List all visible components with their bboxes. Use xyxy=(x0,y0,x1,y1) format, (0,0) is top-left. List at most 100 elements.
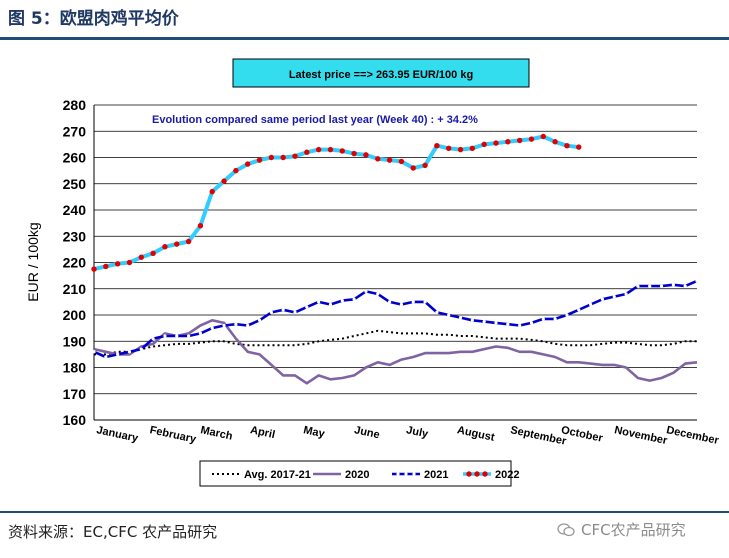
point-2022-w35 xyxy=(493,140,499,146)
point-2021-w15 xyxy=(257,318,262,322)
x-tick-may: May xyxy=(302,424,326,440)
point-2021-w51 xyxy=(683,284,687,288)
x-tick-july: July xyxy=(405,424,430,440)
point-2021-w21 xyxy=(328,302,333,307)
series-lines xyxy=(91,133,699,385)
chart: 160 170 180 190 200 210 220 230 240 250 260 270 280 J… xyxy=(25,58,721,487)
point-2022-w10 xyxy=(197,223,204,229)
y-tick-280: 280 xyxy=(63,97,87,113)
point-2021-w17 xyxy=(281,308,285,312)
y-tick-210: 210 xyxy=(63,281,87,297)
point-2021-w24 xyxy=(364,289,368,293)
x-tick-february: February xyxy=(149,424,198,446)
point-2021-w28 xyxy=(411,300,415,304)
point-2021-w41 xyxy=(565,313,569,317)
x-tick-november: November xyxy=(613,424,669,447)
point-2021-w37 xyxy=(518,323,522,328)
latest-price-label: Latest price ==> 263.95 EUR/100 kg xyxy=(289,69,473,81)
point-2021-w14 xyxy=(246,323,250,328)
tick-labels: 160 170 180 190 200 210 220 230 240 250 260 270 280 J… xyxy=(63,97,721,448)
point-2021-w10 xyxy=(198,331,203,335)
point-2021-w39 xyxy=(541,317,545,321)
point-2021-w33 xyxy=(470,318,474,322)
y-tick-170: 170 xyxy=(63,386,87,402)
point-2021-w18 xyxy=(293,310,297,314)
point-2021-w30 xyxy=(435,310,439,314)
legend-marker-2022-1 xyxy=(474,471,480,477)
point-2021-w20 xyxy=(317,300,321,304)
point-2021-w47 xyxy=(636,284,640,288)
figure-title: 图 5：欧盟肉鸡平均价 xyxy=(8,9,179,29)
point-2021-w1 xyxy=(92,350,96,354)
point-2021-w29 xyxy=(423,300,427,304)
point-2021-w7 xyxy=(163,334,167,338)
point-2022-w8 xyxy=(174,241,180,247)
y-tick-250: 250 xyxy=(63,176,87,192)
point-2022-w21 xyxy=(327,146,334,153)
point-2021-w22 xyxy=(340,298,344,303)
legend-marker-2021-2 xyxy=(412,472,416,476)
point-2021-w31 xyxy=(447,313,451,317)
point-2021-w45 xyxy=(612,295,616,299)
point-2022-w13 xyxy=(233,167,239,174)
point-2022-w26 xyxy=(386,157,393,163)
point-2022-w42 xyxy=(576,144,582,150)
legend-label-2020: 2020 xyxy=(345,469,369,481)
x-tick-august: August xyxy=(456,424,496,444)
x-tick-january: January xyxy=(95,424,140,445)
x-tick-september: September xyxy=(509,424,568,448)
point-2022-w9 xyxy=(185,238,192,245)
point-2022-w16 xyxy=(268,154,275,161)
top-rule xyxy=(0,37,729,40)
series-line-2021 xyxy=(93,279,698,359)
y-tick-220: 220 xyxy=(63,255,87,271)
axes xyxy=(93,105,697,421)
point-2022-w23 xyxy=(351,150,357,157)
point-2022-w11 xyxy=(209,188,215,195)
point-2022-w7 xyxy=(162,244,168,250)
series-line-avg-2017-21 xyxy=(94,329,697,356)
point-2021-w38 xyxy=(529,321,534,325)
x-tick-december: December xyxy=(665,424,720,447)
legend-marker-2021-0 xyxy=(396,472,400,476)
point-2021-w8 xyxy=(175,334,179,338)
y-tick-240: 240 xyxy=(63,202,87,218)
point-2021-w42 xyxy=(577,308,581,312)
point-2021-w23 xyxy=(352,297,356,301)
y-tick-180: 180 xyxy=(63,360,87,376)
point-2022-w24 xyxy=(363,152,369,158)
point-2021-w44 xyxy=(600,297,605,301)
point-2022-w34 xyxy=(481,141,487,148)
point-2022-w37 xyxy=(516,137,523,144)
point-2022-w33 xyxy=(469,145,476,152)
point-2021-w2 xyxy=(104,355,108,359)
point-2021-w52 xyxy=(695,279,699,283)
point-2022-w19 xyxy=(304,149,310,155)
latest-price-box xyxy=(232,58,530,88)
y-tick-190: 190 xyxy=(63,333,87,349)
point-2021-w27 xyxy=(399,302,404,307)
y-tick-260: 260 xyxy=(63,150,87,166)
legend-box xyxy=(199,460,512,487)
point-2021-w9 xyxy=(186,334,191,338)
legend-marker-2021-1 xyxy=(404,472,408,476)
y-axis-label: EUR / 100kg xyxy=(25,222,41,301)
legend-marker-2022-2 xyxy=(482,471,488,477)
point-2021-w13 xyxy=(234,322,238,326)
x-tick-april: April xyxy=(249,424,276,441)
legend-label-avg-2017-21: Avg. 2017-21 xyxy=(244,469,311,481)
point-2021-w11 xyxy=(210,326,214,330)
point-2022-w4 xyxy=(126,259,133,266)
y-tick-270: 270 xyxy=(63,123,87,139)
legend-label-2022: 2022 xyxy=(495,469,519,481)
point-2022-w36 xyxy=(505,139,511,145)
point-2022-w29 xyxy=(422,162,428,169)
point-2022-w1 xyxy=(91,266,97,272)
point-2021-w48 xyxy=(648,284,652,288)
point-2022-w32 xyxy=(457,146,464,153)
series-line-2022 xyxy=(93,134,580,272)
grid-lines xyxy=(94,104,697,395)
watermark: CFC农产品研究 xyxy=(557,519,686,540)
point-2021-w26 xyxy=(387,300,392,304)
point-2021-w12 xyxy=(222,323,226,328)
